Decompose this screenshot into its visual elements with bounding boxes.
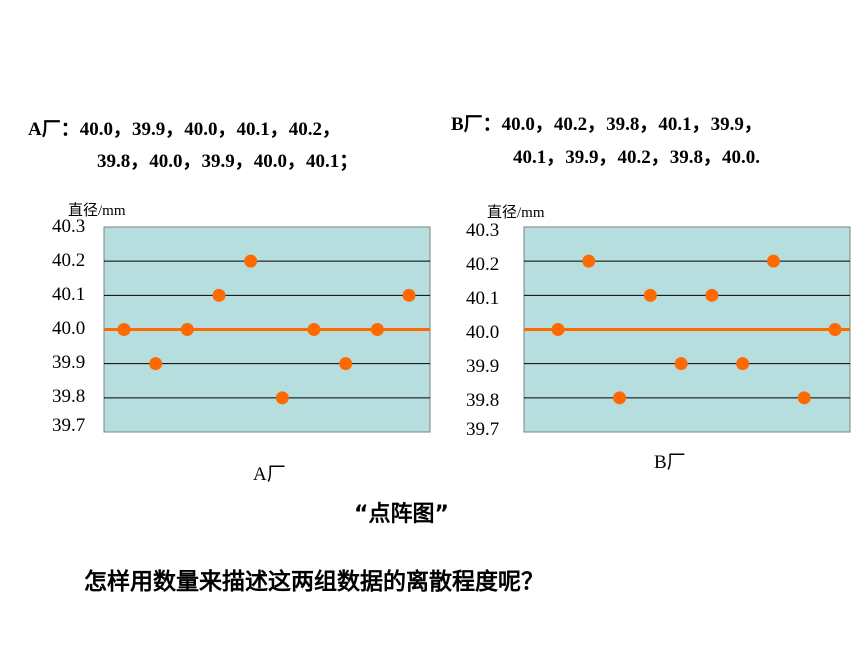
chart-b-point: [828, 323, 842, 336]
chart-a-point: [244, 254, 258, 268]
chart-b-point: [551, 323, 565, 336]
chart-a-ytick: 39.9: [52, 352, 86, 373]
chart-b-point: [797, 391, 811, 405]
chart-a-ytick: 40.1: [52, 284, 86, 305]
factory-b-data-line-1: B厂：40.0，40.2，39.8，40.1，39.9，: [451, 114, 763, 135]
factory-a-data-line-1: A厂：40.0，39.9，40.0，40.1，40.2，: [28, 119, 341, 140]
question-text: 怎样用数量来描述这两组数据的离散程度呢？: [84, 569, 544, 595]
chart-a-xlabel: A厂: [253, 464, 286, 485]
chart-b-ytick: 39.8: [466, 390, 500, 411]
factory-b-data-line-2: 40.1，39.9，40.2，39.8，40.0.: [513, 147, 761, 168]
chart-a-point: [275, 391, 289, 405]
chart-a-ytick: 40.3: [52, 216, 86, 237]
factory-a-data-line-2: 39.8，40.0，39.9，40.0，40.1；: [97, 151, 359, 172]
chart-b-point: [613, 391, 627, 405]
chart-a-point: [339, 357, 353, 371]
chart-a-point: [370, 323, 384, 336]
chart-b-ytick: 40.1: [466, 288, 500, 309]
chart-b-ytick: 40.2: [466, 254, 500, 275]
chart-b-ytick: 40.3: [466, 220, 500, 241]
chart-a-point: [149, 357, 163, 371]
chart-b-ytick: 40.0: [466, 322, 500, 343]
chart-b-point: [674, 357, 688, 371]
chart-a-plot: [103, 226, 431, 433]
chart-b-point: [643, 288, 657, 302]
chart-b-point: [705, 288, 719, 302]
dot-plot-caption: “点阵图”: [354, 502, 449, 527]
chart-b-ytick: 39.9: [466, 356, 500, 377]
chart-a-point: [212, 288, 226, 302]
chart-a-point: [117, 323, 131, 336]
chart-a-point: [402, 288, 416, 302]
chart-a-ylabel: 直径/mm: [68, 203, 126, 219]
chart-b-point: [736, 357, 750, 371]
chart-a-ytick: 40.0: [52, 318, 86, 339]
chart-b-plot: [523, 226, 851, 433]
chart-a-ytick: 39.7: [52, 415, 86, 436]
chart-a-point: [180, 323, 194, 336]
chart-b-ylabel: 直径/mm: [487, 205, 545, 221]
chart-b-point: [582, 254, 596, 268]
chart-b-ytick: 39.7: [466, 419, 500, 440]
chart-b-xlabel: B厂: [654, 452, 686, 473]
chart-b-point: [766, 254, 780, 268]
chart-a-point: [307, 323, 321, 336]
chart-a-ytick: 39.8: [52, 386, 86, 407]
chart-a-ytick: 40.2: [52, 250, 86, 271]
